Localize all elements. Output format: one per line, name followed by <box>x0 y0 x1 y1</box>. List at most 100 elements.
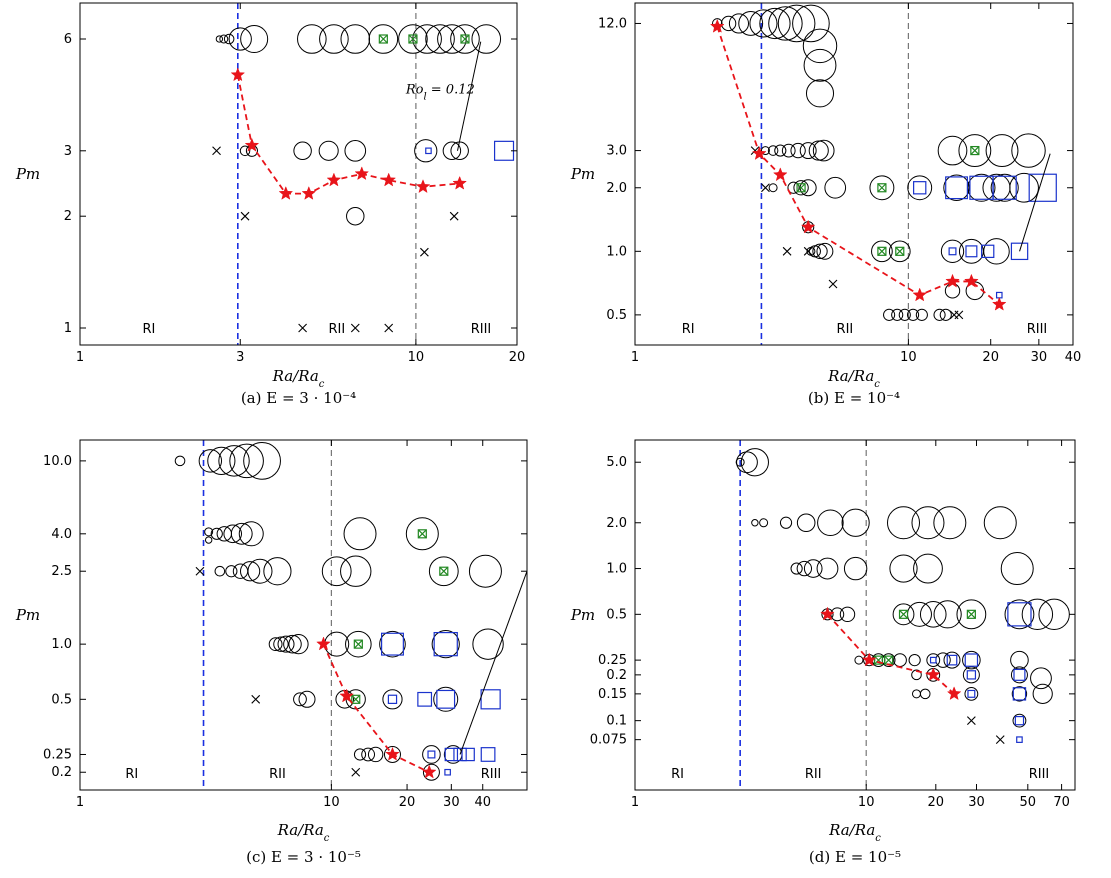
dynamo-circle-marker <box>425 24 455 54</box>
dynamo-circle-marker <box>215 35 224 43</box>
mixed-marker-cross <box>877 183 887 193</box>
dynamo-circle-marker <box>817 509 844 537</box>
dynamo-circle-marker <box>749 9 778 38</box>
y-tick-label: 0.5 <box>51 692 72 707</box>
square-marker <box>948 247 957 256</box>
dynamo-circle-marker <box>824 176 847 199</box>
critical-star-marker <box>244 137 260 152</box>
square-marker <box>945 176 968 200</box>
y-tick-label: 6 <box>64 32 72 47</box>
dynamo-circle-marker <box>273 636 289 652</box>
square-marker <box>992 175 1017 200</box>
critical-star-marker <box>964 273 979 288</box>
region-label-ri: RI <box>671 767 684 782</box>
region-label-ri: RI <box>142 322 155 337</box>
panel-caption: (c) E = 3 · 10⁻⁵ <box>246 848 361 866</box>
y-tick-label: 3 <box>64 144 72 159</box>
critical-star-marker <box>381 172 397 187</box>
y-tick-label: 0.1 <box>606 714 627 729</box>
mixed-marker-box <box>877 183 887 193</box>
critical-star-marker <box>861 652 877 667</box>
dynamo-circle-marker <box>1004 599 1035 630</box>
dynamo-circle-marker <box>344 139 367 162</box>
dynamo-circle-marker <box>841 508 870 537</box>
square-marker <box>913 181 927 195</box>
no-dynamo-cross <box>251 694 261 704</box>
no-dynamo-cross <box>350 323 360 333</box>
x-axis-label: Ra/Rac <box>827 367 880 390</box>
dynamo-circle-marker <box>422 763 440 781</box>
square-marker <box>444 768 451 776</box>
dynamo-circle-marker <box>736 451 758 474</box>
panel-caption: (d) E = 10⁻⁵ <box>809 848 901 866</box>
x-axis-label: Ra/Rac <box>277 821 330 844</box>
dynamo-circle-marker <box>799 142 817 160</box>
dynamo-circle-marker <box>892 603 915 626</box>
mixed-marker-cross <box>895 246 905 256</box>
x-tick-label: 1 <box>631 795 639 810</box>
no-dynamo-cross <box>298 323 308 333</box>
dynamo-circle-marker <box>774 144 787 157</box>
mixed-marker-box <box>970 145 980 156</box>
dynamo-circle-marker <box>839 606 856 623</box>
dynamo-circle-marker <box>383 745 401 763</box>
no-dynamo-cross <box>240 211 250 221</box>
dynamo-circle-marker <box>906 308 920 321</box>
critical-star-marker <box>772 167 788 182</box>
no-dynamo-cross <box>954 310 964 320</box>
no-dynamo-cross <box>212 146 221 156</box>
dynamo-circle-marker <box>759 518 769 528</box>
dynamo-circle-marker <box>382 689 403 710</box>
no-dynamo-cross <box>995 735 1005 745</box>
y-tick-label: 4.0 <box>51 527 72 542</box>
dynamo-circle-marker <box>414 139 438 163</box>
square-marker <box>417 691 433 707</box>
annotation-line <box>456 41 482 151</box>
region-label-rii: RII <box>805 767 822 782</box>
dynamo-circle-marker <box>943 651 961 669</box>
plot-area <box>709 3 1057 345</box>
dynamo-circle-marker <box>204 536 213 544</box>
dynamo-circle-marker <box>263 557 292 586</box>
dynamo-circle-marker <box>422 745 441 764</box>
dynamo-circle-marker <box>1010 666 1028 684</box>
no-dynamo-cross <box>449 211 459 221</box>
dynamo-circle-marker <box>346 206 365 226</box>
dynamo-circle-marker <box>816 242 834 260</box>
critical-star-marker <box>752 145 767 160</box>
no-dynamo-cross <box>384 323 394 333</box>
dynamo-circle-marker <box>933 600 962 629</box>
y-tick-label: 3.0 <box>606 144 627 159</box>
panel-a: 1 3 10 20 1 2 3 6 RI RII RIII Rol = 0.12 Ra/Rac Pm (a)… <box>15 2 525 407</box>
dynamo-circle-marker <box>437 24 467 54</box>
critical-pm-line <box>826 613 955 695</box>
dynamo-circle-marker <box>888 240 911 263</box>
dynamo-circle-marker <box>779 516 793 529</box>
dynamo-circle-marker <box>939 308 952 321</box>
dynamo-circle-marker <box>919 688 931 700</box>
dynamo-circle-marker <box>174 455 186 467</box>
dynamo-circle-marker <box>229 443 264 479</box>
no-dynamo-cross <box>782 246 792 256</box>
critical-star-marker <box>415 179 431 194</box>
critical-star-marker <box>301 186 317 200</box>
square-marker <box>1013 668 1026 681</box>
axes-frame <box>79 2 518 346</box>
x-tick-label: 30 <box>443 795 460 810</box>
square-marker <box>1016 736 1023 743</box>
dynamo-circle-marker <box>1011 133 1046 168</box>
y-tick-label: 2.0 <box>606 516 627 531</box>
dynamo-circle-marker <box>768 183 778 193</box>
dynamo-circle-marker <box>433 686 459 712</box>
dynamo-circle-marker <box>958 238 984 264</box>
dynamo-circle-marker <box>228 27 252 51</box>
square-marker <box>461 747 475 762</box>
dynamo-circle-marker <box>239 145 251 157</box>
dynamo-circle-marker <box>908 654 921 667</box>
dynamo-circle-marker <box>268 637 283 652</box>
region-label-ri: RI <box>125 767 138 782</box>
dynamo-circle-marker <box>238 521 264 547</box>
y-tick-label: 2.5 <box>51 564 72 579</box>
axes-frame <box>634 2 1074 346</box>
dynamo-circle-marker <box>343 517 377 551</box>
